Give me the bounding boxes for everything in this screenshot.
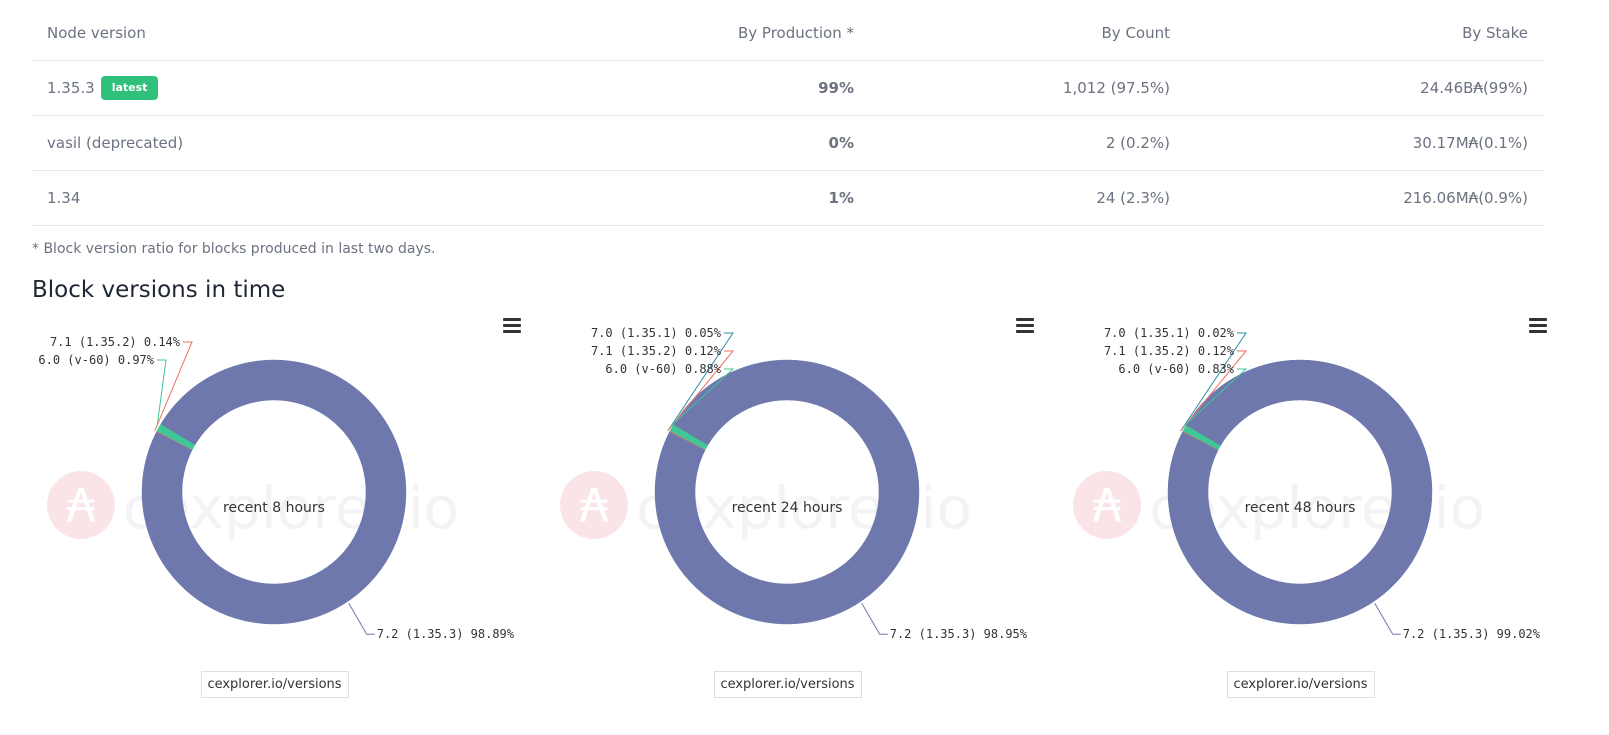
slice-label: 6.0 (v-60) 0.83% [1118, 362, 1234, 376]
chart-svg: ₳ cexplorer.io7.0 (1.35.1) 0.05%7.1 (1.35… [560, 326, 1028, 641]
slice-label: 7.1 (1.35.2) 0.12% [591, 344, 722, 358]
stake-cell: 30.17M ₳ (0.1%) [1413, 116, 1528, 170]
latest-badge: latest [100, 76, 159, 100]
watermark-logo-icon [560, 471, 628, 539]
slice-label: 7.0 (1.35.1) 0.05% [591, 326, 722, 340]
center-label: recent 48 hours [1245, 500, 1356, 516]
connector-line [669, 368, 735, 428]
slice-label: 7.2 (1.35.3) 98.95% [890, 627, 1028, 641]
donut-chart-24h: ₳ cexplorer.io 7.0 (1.35.1) 0.05% 7.1 (1.35… [531, 315, 1044, 735]
header-node-version[interactable]: Node version [47, 23, 146, 42]
version-label: vasil (deprecated) [47, 134, 184, 152]
version-label: 1.34 [47, 189, 81, 207]
slice-label: 7.2 (1.35.3) 99.02% [1403, 627, 1541, 641]
watermark-symbol: ₳ [1092, 479, 1121, 533]
connector-line [154, 341, 193, 431]
stake-percent: (0.1%) [1478, 134, 1528, 152]
stake-percent: (99%) [1482, 79, 1528, 97]
pie-slice[interactable] [141, 359, 407, 625]
watermark-logo-icon [1073, 471, 1141, 539]
connector-line [1182, 368, 1248, 428]
version-cell: 1.35.3 latest [47, 61, 159, 115]
connector-line [1180, 350, 1248, 431]
watermark-symbol: ₳ [579, 479, 608, 533]
chart-credit[interactable]: cexplorer.io/versions [1226, 671, 1375, 698]
node-version-table: Node version By Production * By Count By… [32, 5, 1544, 226]
ada-symbol: ₳ [1468, 134, 1479, 152]
table-header-row: Node version By Production * By Count By… [32, 5, 1544, 61]
chart-credit[interactable]: cexplorer.io/versions [200, 671, 349, 698]
slice-label: 6.0 (v-60) 0.88% [605, 362, 721, 376]
production-cell: 99% [818, 79, 854, 97]
table-row: vasil (deprecated) 0% 2 (0.2%) 30.17M ₳ (… [32, 116, 1544, 171]
pie-slice[interactable] [1167, 359, 1433, 625]
section-title: Block versions in time [32, 277, 286, 303]
watermark-symbol: ₳ [66, 479, 95, 533]
connector-line [1374, 602, 1401, 635]
production-cell: 0% [828, 134, 854, 152]
connector-line [348, 602, 375, 635]
slice-label: 7.2 (1.35.3) 98.89% [377, 627, 515, 641]
hamburger-menu-icon[interactable] [503, 318, 521, 336]
connector-line [156, 359, 167, 427]
footnote: * Block version ratio for blocks produce… [32, 241, 436, 257]
chart-svg: ₳ cexplorer.io7.1 (1.35.2) 0.14%6.0 (v-60… [38, 335, 515, 641]
stake-amount: 216.06M [1403, 189, 1469, 207]
version-label: 1.35.3 [47, 79, 95, 97]
table-row: 1.34 1% 24 (2.3%) 216.06M ₳ (0.9%) [32, 171, 1544, 226]
connector-line [1180, 332, 1247, 432]
chart-credit[interactable]: cexplorer.io/versions [713, 671, 862, 698]
slice-label: 7.0 (1.35.1) 0.02% [1104, 326, 1235, 340]
header-by-stake[interactable]: By Stake [1462, 23, 1528, 42]
pie-slice[interactable] [654, 359, 920, 625]
slice-label: 7.1 (1.35.2) 0.14% [50, 335, 181, 349]
ada-symbol: ₳ [1468, 189, 1479, 207]
ada-symbol: ₳ [1473, 79, 1483, 97]
header-by-production[interactable]: By Production * [737, 23, 854, 42]
count-cell: 24 (2.3%) [1096, 189, 1170, 207]
stake-percent: (0.9%) [1478, 189, 1528, 207]
stake-cell: 216.06M ₳ (0.9%) [1403, 171, 1528, 225]
stake-cell: 24.46B ₳ (99%) [1420, 61, 1528, 115]
stake-amount: 30.17M [1412, 134, 1469, 152]
hamburger-menu-icon[interactable] [1016, 318, 1034, 336]
connector-line [667, 350, 735, 431]
table-row: 1.35.3 latest 99% 1,012 (97.5%) 24.46B ₳ … [32, 61, 1544, 116]
count-cell: 1,012 (97.5%) [1062, 79, 1170, 97]
stake-amount: 24.46B [1420, 79, 1474, 97]
connector-line [667, 332, 734, 432]
connector-line [861, 602, 888, 635]
watermark-logo-icon [47, 471, 115, 539]
hamburger-menu-icon[interactable] [1529, 318, 1547, 336]
donut-chart-48h: ₳ cexplorer.io 7.0 (1.35.1) 0.02% 7.1 (1.35… [1044, 315, 1557, 735]
chart-svg: ₳ cexplorer.io7.0 (1.35.1) 0.02%7.1 (1.35… [1073, 326, 1541, 641]
center-label: recent 8 hours [223, 500, 325, 516]
slice-label: 6.0 (v-60) 0.97% [38, 353, 154, 367]
slice-label: 7.1 (1.35.2) 0.12% [1104, 344, 1235, 358]
header-by-count[interactable]: By Count [1101, 23, 1170, 42]
production-cell: 1% [828, 189, 854, 207]
count-cell: 2 (0.2%) [1105, 134, 1170, 152]
donut-chart-8h: ₳ cexplorer.io 7.1 (1.35.2) 0.14% 6.0 (v-60… [18, 315, 531, 735]
center-label: recent 24 hours [732, 500, 843, 516]
